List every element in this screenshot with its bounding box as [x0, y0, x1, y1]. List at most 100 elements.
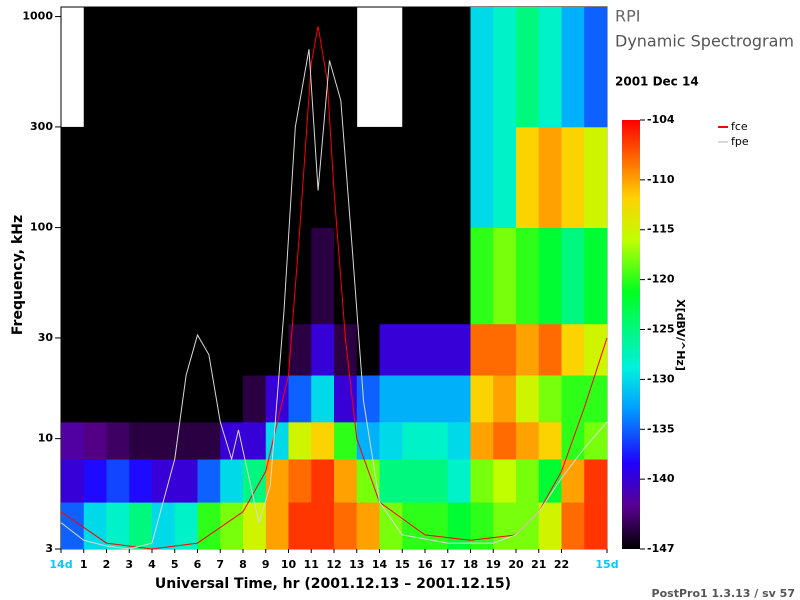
heatmap-cell	[220, 7, 244, 128]
heatmap-cell	[402, 502, 426, 550]
heatmap-cell	[129, 502, 153, 550]
x-tick-label: 21	[531, 558, 546, 571]
colorbar-tick-label: -115	[647, 223, 675, 236]
title: RPI	[615, 7, 640, 26]
heatmap-cell	[379, 459, 403, 503]
heatmap-cell	[83, 502, 107, 550]
heatmap-cell	[220, 126, 244, 229]
heatmap-cell	[174, 7, 198, 128]
heatmap-cell	[425, 126, 449, 229]
x-tick-label: 6	[194, 558, 202, 571]
heatmap-cell	[516, 227, 540, 325]
heatmap-cell	[402, 323, 426, 376]
x-tick-label: 8	[239, 558, 247, 571]
heatmap-cell	[288, 459, 312, 503]
heatmap-cell	[584, 459, 608, 503]
heatmap-cell	[174, 421, 198, 460]
x-axis-label: Universal Time, hr (2001.12.13 – 2001.12…	[155, 576, 511, 592]
heatmap-cell	[197, 421, 221, 460]
heatmap-cell	[83, 459, 107, 503]
x-tick-label: 15d	[595, 558, 618, 571]
heatmap-cell	[129, 227, 153, 325]
heatmap-cell	[83, 323, 107, 376]
heatmap-cell	[288, 323, 312, 376]
heatmap-cell	[470, 459, 494, 503]
series-line	[60, 49, 608, 550]
heatmap-cell	[311, 323, 335, 376]
heatmap-cell	[379, 323, 403, 376]
heatmap-cell	[220, 227, 244, 325]
heatmap-cell	[538, 7, 562, 128]
colorbar-tick-label: -135	[647, 422, 675, 435]
heatmap-cell	[197, 459, 221, 503]
heatmap-cell	[402, 126, 426, 229]
heatmap-cell	[538, 126, 562, 229]
heatmap-cell	[584, 502, 608, 550]
heatmap-cell	[561, 421, 585, 460]
heatmap-cell	[425, 227, 449, 325]
heatmap-cell	[334, 421, 358, 460]
y-tick-label: 3	[45, 542, 53, 555]
heatmap-cell	[493, 126, 517, 229]
heatmap-cell	[379, 227, 403, 325]
heatmap-cell	[129, 323, 153, 376]
heatmap-cell	[561, 323, 585, 376]
heatmap-cell	[425, 7, 449, 128]
heatmap-cell	[83, 7, 107, 128]
heatmap-cell	[379, 375, 403, 423]
legend-label: fce	[731, 120, 748, 133]
heatmap-cell	[447, 126, 471, 229]
heatmap-cell	[83, 375, 107, 423]
heatmap-cell	[538, 227, 562, 325]
x-tick-label: 2	[103, 558, 111, 571]
heatmap-cell	[197, 323, 221, 376]
heatmap-cell	[288, 502, 312, 550]
y-tick-label: 30	[38, 331, 54, 344]
x-tick-label: 1	[80, 558, 88, 571]
heatmap-cell	[356, 227, 380, 325]
heatmap-cell	[402, 459, 426, 503]
heatmap-cell	[311, 502, 335, 550]
heatmap-cell	[402, 375, 426, 423]
heatmap-cell	[516, 323, 540, 376]
x-tick-label: 12	[326, 558, 341, 571]
heatmap-cell	[220, 502, 244, 550]
x-tick-label: 20	[508, 558, 524, 571]
heatmap-cell	[220, 459, 244, 503]
heatmap-cell	[470, 375, 494, 423]
heatmap-cell	[334, 459, 358, 503]
x-tick-label: 13	[349, 558, 364, 571]
heatmap-cell	[379, 126, 403, 229]
heatmap-cell	[265, 459, 289, 503]
heatmap-cell	[470, 323, 494, 376]
heatmap-cell	[220, 375, 244, 423]
x-tick-label: 14	[372, 558, 388, 571]
heatmap-cell	[265, 323, 289, 376]
y-tick-label: 1000	[22, 10, 53, 23]
x-tick-label: 14d	[49, 558, 72, 571]
heatmap-cell	[265, 227, 289, 325]
heatmap-cell	[516, 459, 540, 503]
heatmap-cell	[220, 323, 244, 376]
heatmap-cell	[538, 421, 562, 460]
heatmap-cell	[425, 323, 449, 376]
heatmap-cell	[561, 502, 585, 550]
heatmap-cell	[265, 502, 289, 550]
heatmap-cell	[152, 421, 176, 460]
heatmap-cell	[152, 126, 176, 229]
heatmap-cell	[152, 323, 176, 376]
heatmap-cell	[288, 421, 312, 460]
heatmap-cell	[288, 7, 312, 128]
heatmap-cell	[470, 502, 494, 550]
heatmap-cell	[61, 227, 85, 325]
heatmap-cell	[402, 7, 426, 128]
heatmap-cell	[561, 227, 585, 325]
heatmap-cell	[356, 126, 380, 229]
colorbar-tick-label: -125	[647, 323, 675, 336]
heatmap-cell	[470, 126, 494, 229]
heatmap-cell	[447, 323, 471, 376]
heatmap-cell	[334, 227, 358, 325]
y-tick-label: 10	[38, 432, 54, 445]
colorbar-tick-label: -140	[647, 472, 675, 485]
